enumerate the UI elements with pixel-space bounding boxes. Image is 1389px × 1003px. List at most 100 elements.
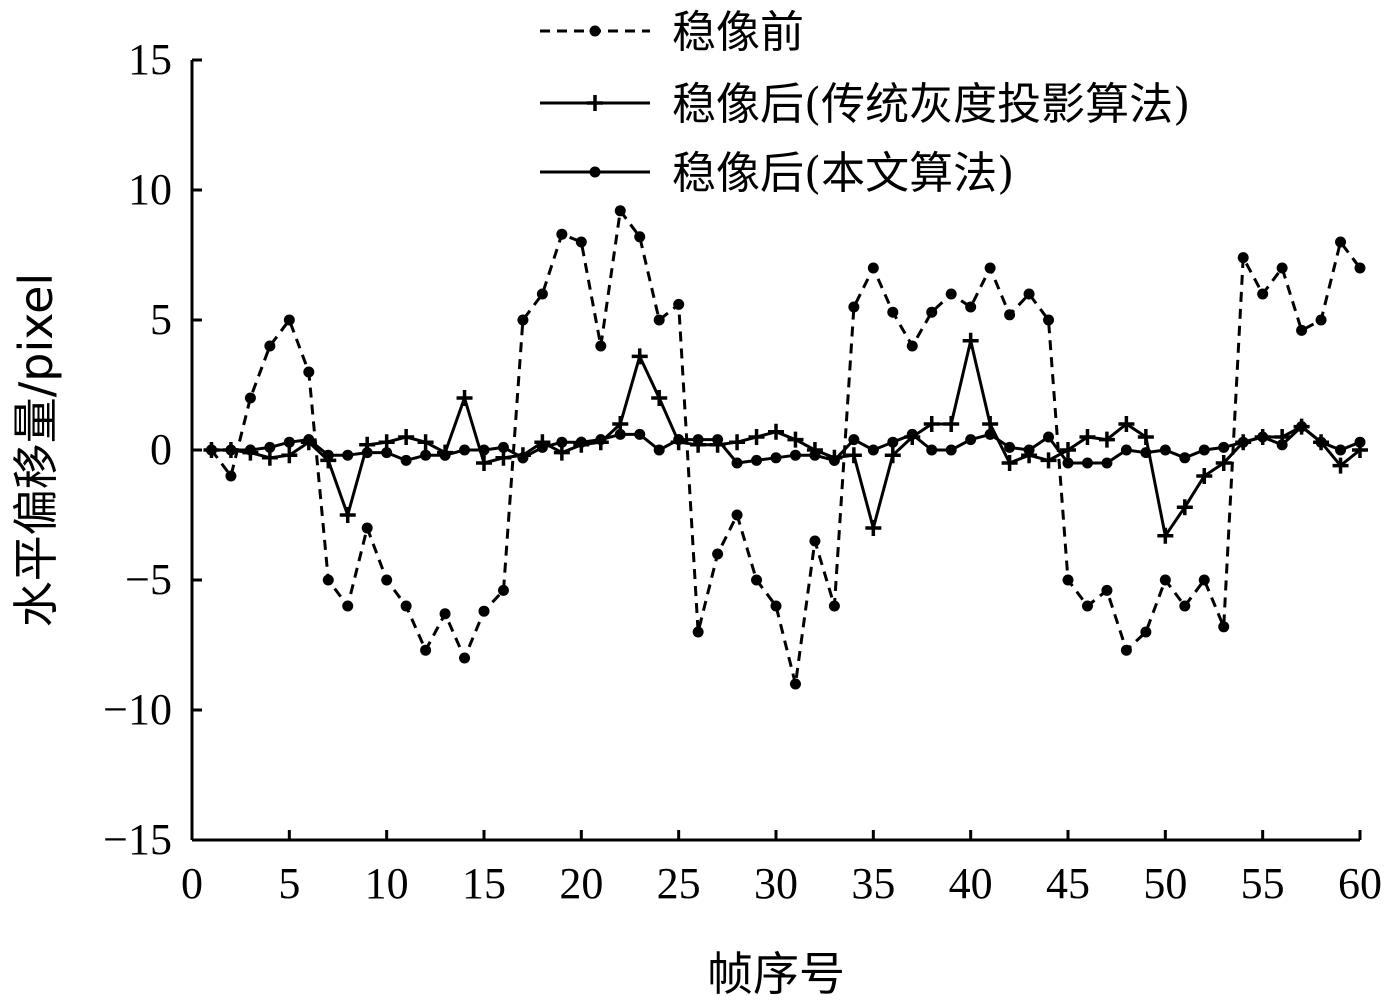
legend-label-series-1: 稳像前	[672, 7, 804, 58]
data-point	[281, 447, 298, 464]
data-point	[1159, 574, 1171, 586]
x-tick-label: 50	[1143, 859, 1187, 908]
legend-marker-cross	[587, 95, 603, 111]
data-point	[1023, 444, 1035, 456]
data-point	[923, 416, 940, 432]
data-point	[1218, 621, 1230, 633]
data-point	[1215, 455, 1232, 471]
data-point	[1101, 584, 1113, 596]
data-point	[965, 301, 977, 313]
data-point	[264, 441, 276, 453]
data-point	[789, 449, 801, 461]
data-point	[476, 455, 492, 471]
data-point	[828, 600, 840, 612]
data-point	[1179, 600, 1191, 612]
data-point	[828, 454, 840, 466]
y-tick-label: −10	[103, 685, 172, 734]
data-point	[787, 431, 804, 448]
data-point	[1335, 444, 1347, 456]
data-point	[653, 444, 665, 456]
data-point	[1354, 262, 1366, 274]
data-point	[459, 444, 471, 456]
data-point	[729, 434, 746, 451]
data-point	[595, 434, 607, 446]
data-point	[244, 444, 256, 456]
data-point	[673, 434, 685, 446]
data-point	[614, 205, 626, 217]
x-tick-label: 20	[559, 859, 603, 908]
x-tick-label: 30	[754, 859, 798, 908]
data-point	[1296, 421, 1308, 433]
data-point	[400, 454, 412, 466]
data-point	[1062, 457, 1074, 469]
data-point	[342, 449, 354, 461]
data-point	[906, 340, 918, 352]
data-point	[906, 428, 918, 440]
data-point	[731, 509, 743, 521]
data-point	[225, 444, 237, 456]
x-tick-label: 0	[181, 859, 203, 908]
legend-item-series-2: 稳像后(传统灰度投影算法)	[540, 79, 1190, 130]
data-point	[1159, 444, 1171, 456]
data-point	[478, 444, 490, 456]
data-point	[1179, 452, 1191, 464]
series-3	[205, 421, 1366, 469]
data-point	[962, 332, 979, 349]
data-point	[865, 520, 882, 536]
series-1-line	[210, 209, 1362, 686]
data-point	[381, 447, 393, 459]
data-point	[1257, 288, 1269, 300]
x-tick-label: 10	[365, 859, 409, 908]
x-ticks: 0 5 10 15 20 25 30 35 40 45 50 55 60	[181, 830, 1382, 908]
data-point	[303, 366, 315, 378]
data-point	[339, 507, 356, 523]
y-tick-label: −15	[103, 815, 172, 864]
data-point	[1198, 574, 1210, 586]
data-point	[1296, 324, 1308, 336]
data-point	[712, 548, 724, 560]
data-point	[943, 416, 960, 432]
data-point	[536, 288, 548, 300]
x-tick-label: 55	[1241, 859, 1285, 908]
data-point	[205, 444, 217, 456]
data-point	[1004, 309, 1016, 321]
data-point	[283, 436, 295, 448]
y-tick-label: 0	[150, 425, 172, 474]
data-point	[1315, 436, 1327, 448]
data-point	[614, 428, 626, 440]
x-axis-label: 帧序号	[707, 947, 845, 1001]
legend-marker-circle	[589, 25, 601, 37]
data-point	[887, 436, 899, 448]
data-point	[1101, 457, 1113, 469]
data-point	[845, 447, 862, 464]
data-point	[1023, 288, 1035, 300]
data-point	[770, 600, 782, 612]
data-point	[634, 428, 646, 440]
data-point	[497, 441, 509, 453]
data-point	[1196, 468, 1213, 484]
data-point	[1098, 431, 1115, 448]
data-point	[381, 574, 393, 586]
data-point	[1137, 429, 1154, 445]
data-point	[1354, 436, 1366, 448]
y-tick-label: 5	[150, 295, 172, 344]
legend-item-series-1: 稳像前	[540, 7, 804, 58]
data-point	[478, 605, 490, 617]
data-point	[497, 584, 509, 596]
data-point	[634, 231, 646, 243]
data-point	[439, 449, 451, 461]
data-point	[1237, 436, 1249, 448]
data-point	[748, 429, 765, 445]
data-point	[1081, 457, 1093, 469]
data-point	[322, 449, 334, 461]
data-point	[417, 434, 434, 451]
data-point	[1120, 644, 1132, 656]
data-point	[575, 236, 587, 248]
data-point	[1237, 252, 1249, 264]
y-tick-label: 10	[128, 165, 172, 214]
data-point	[1120, 444, 1132, 456]
data-point	[1257, 431, 1269, 443]
x-tick-label: 60	[1338, 859, 1382, 908]
